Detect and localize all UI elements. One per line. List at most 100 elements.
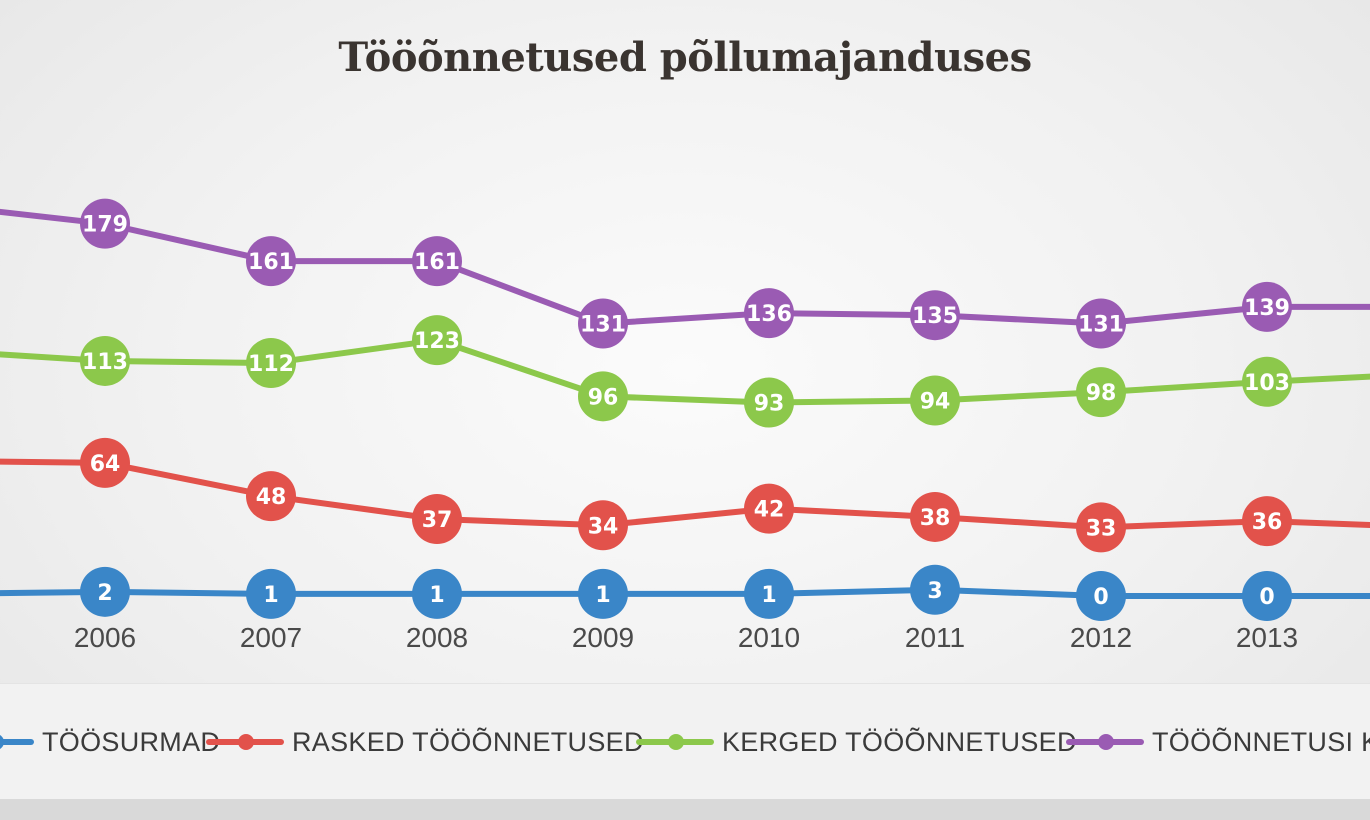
x-tick-label-2008: 2008	[406, 622, 468, 653]
data-point-marker	[246, 471, 296, 522]
data-point-marker	[80, 566, 130, 617]
data-point-kerged-tooonnetused-2011: 94	[910, 375, 960, 426]
data-point-marker	[578, 298, 628, 349]
data-label: 1	[761, 583, 776, 608]
data-label: 64	[90, 452, 121, 477]
data-label: 0	[1259, 585, 1274, 610]
data-label: 96	[588, 385, 619, 410]
data-label: 3	[927, 579, 942, 604]
data-point-marker	[578, 500, 628, 551]
data-label: 161	[414, 250, 460, 275]
data-point-toosurmad-2007: 1	[246, 568, 296, 619]
data-label: 112	[248, 352, 294, 377]
data-label: 135	[912, 304, 958, 329]
data-point-tooonnetusi-ko-2013: 139	[1242, 281, 1292, 332]
data-point-rasked-tooonnetused-2009: 34	[578, 500, 628, 551]
data-label: 1	[429, 583, 444, 608]
data-point-rasked-tooonnetused-2006: 64	[80, 437, 130, 488]
data-label: 1	[263, 583, 278, 608]
data-label: 37	[422, 508, 453, 533]
x-tick-label-2011: 2011	[905, 622, 965, 653]
data-point-toosurmad-2012: 0	[1076, 571, 1126, 621]
data-point-toosurmad-2010: 1	[744, 568, 794, 619]
data-point-marker	[412, 236, 462, 287]
data-point-marker	[744, 568, 794, 619]
legend-label-toosurmad: TÖÖSURMAD	[42, 726, 221, 757]
data-point-marker	[744, 288, 794, 339]
bottom-band	[0, 799, 1370, 820]
data-point-marker	[246, 338, 296, 389]
series-line-kerged-tooonnetused	[0, 337, 1370, 406]
data-point-toosurmad-2013: 0	[1242, 571, 1292, 621]
legend-swatch-rasked	[206, 734, 284, 750]
data-point-marker	[246, 568, 296, 619]
data-label: 34	[588, 514, 619, 539]
data-point-marker	[910, 491, 960, 542]
data-label: 123	[414, 329, 460, 354]
data-point-marker	[80, 198, 130, 249]
data-point-kerged-tooonnetused-2012: 98	[1076, 367, 1126, 418]
data-label: 161	[248, 250, 294, 275]
data-point-kerged-tooonnetused-2010: 93	[744, 377, 794, 428]
data-point-tooonnetusi-ko-2007: 161	[246, 236, 296, 287]
data-point-tooonnetusi-ko-2012: 131	[1076, 298, 1126, 349]
data-point-marker	[910, 290, 960, 341]
series-lines	[0, 208, 1370, 599]
data-point-marker	[246, 236, 296, 287]
data-point-marker	[80, 437, 130, 488]
data-point-marker	[1242, 496, 1292, 547]
x-tick-label-2007: 2007	[240, 622, 302, 653]
data-label: 113	[82, 350, 128, 375]
data-point-marker	[412, 494, 462, 545]
x-tick-label-2009: 2009	[572, 622, 634, 653]
series-line-tooonnetusi-ko	[0, 208, 1370, 327]
data-point-kerged-tooonnetused-2008: 123	[412, 315, 462, 366]
data-label: 36	[1252, 510, 1283, 535]
data-point-marker	[1242, 571, 1292, 621]
data-point-tooonnetusi-ko-2009: 131	[578, 298, 628, 349]
data-label: 131	[1078, 313, 1124, 338]
data-point-toosurmad-2008: 1	[412, 568, 462, 619]
data-point-marker	[744, 483, 794, 534]
data-point-tooonnetusi-ko-2011: 135	[910, 290, 960, 341]
legend-label-kokku: TÖÖÕNNETUSI KO	[1152, 726, 1370, 757]
data-point-marker	[1076, 298, 1126, 349]
x-tick-label-2010: 2010	[738, 622, 800, 653]
series-line-rasked-tooonnetused	[0, 458, 1370, 531]
data-point-tooonnetusi-ko-2008: 161	[412, 236, 462, 287]
x-axis-labels: 2006 2007 2008 2009 2010 2011 2012 2013	[74, 622, 1298, 653]
data-point-kerged-tooonnetused-2007: 112	[246, 338, 296, 389]
data-label: 38	[920, 506, 951, 531]
series-line-toosurmad	[0, 586, 1370, 599]
data-point-marker	[578, 568, 628, 619]
data-point-marker	[910, 375, 960, 426]
data-label: 33	[1086, 516, 1117, 541]
x-tick-label-2013: 2013	[1236, 622, 1298, 653]
data-label: 2	[97, 581, 112, 606]
data-label: 103	[1244, 371, 1290, 396]
data-point-marker	[1076, 502, 1126, 553]
data-point-marker	[412, 315, 462, 366]
data-point-marker	[910, 564, 960, 615]
data-point-rasked-tooonnetused-2007: 48	[246, 471, 296, 522]
data-point-toosurmad-2006: 2	[80, 566, 130, 617]
data-point-kerged-tooonnetused-2013: 103	[1242, 356, 1292, 407]
data-label: 48	[256, 485, 287, 510]
data-point-marker	[744, 377, 794, 428]
data-point-toosurmad-2011: 3	[910, 564, 960, 615]
data-point-tooonnetusi-ko-2006: 179	[80, 198, 130, 249]
data-point-marker	[578, 371, 628, 422]
data-label: 179	[82, 213, 128, 238]
data-point-toosurmad-2009: 1	[578, 568, 628, 619]
data-label: 93	[754, 392, 785, 417]
legend-item-toosurmad: TÖÖSURMAD	[0, 722, 220, 762]
data-label: 139	[1244, 296, 1290, 321]
data-point-rasked-tooonnetused-2010: 42	[744, 483, 794, 534]
data-point-marker	[412, 568, 462, 619]
data-point-kerged-tooonnetused-2009: 96	[578, 371, 628, 422]
x-tick-label-2006: 2006	[74, 622, 136, 653]
legend-item-kokku: TÖÖÕNNETUSI KO	[1066, 722, 1370, 762]
data-point-rasked-tooonnetused-2008: 37	[412, 494, 462, 545]
x-tick-label-2012: 2012	[1070, 622, 1132, 653]
